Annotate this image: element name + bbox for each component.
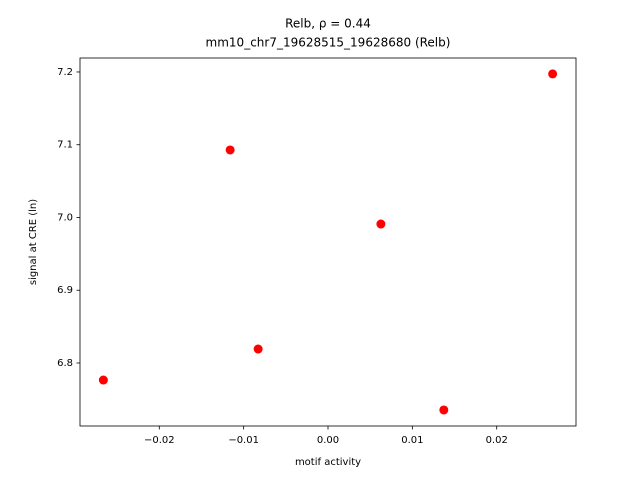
point <box>253 344 263 354</box>
point <box>225 145 235 155</box>
y-tick-label: 6.9 <box>57 285 73 296</box>
chart-title: Relb, ρ = 0.44 <box>285 17 371 31</box>
y-tick-label: 6.8 <box>57 358 73 369</box>
point <box>376 219 386 229</box>
chart-subtitle: mm10_chr7_19628515_19628680 (Relb) <box>206 36 451 50</box>
x-tick-label: 0.00 <box>317 435 339 446</box>
point <box>98 375 108 385</box>
y-axis-label: signal at CRE (ln) <box>28 199 39 285</box>
x-tick-label: 0.02 <box>486 435 508 446</box>
x-tick-label: 0.01 <box>401 435 423 446</box>
point <box>548 69 558 79</box>
point <box>439 405 449 415</box>
y-tick-label: 7.2 <box>57 67 73 78</box>
y-tick-label: 7.1 <box>57 140 73 151</box>
y-tick-label: 7.0 <box>57 212 73 223</box>
x-tick-label: −0.01 <box>228 435 259 446</box>
x-axis-label: motif activity <box>295 457 361 468</box>
x-tick-label: −0.02 <box>144 435 175 446</box>
